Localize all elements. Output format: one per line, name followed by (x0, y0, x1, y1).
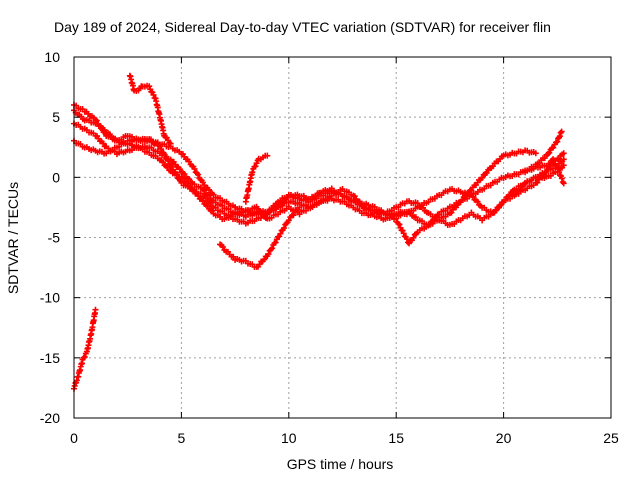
data-point (410, 234, 417, 241)
data-point (181, 170, 188, 177)
data-point (502, 197, 509, 204)
data-point (296, 204, 303, 211)
data-point (199, 197, 206, 204)
data-point (400, 230, 407, 237)
x-tick-label: 25 (603, 430, 619, 446)
data-point (556, 169, 563, 176)
data-point (281, 225, 288, 232)
data-point (560, 180, 567, 187)
chart-title: Day 189 of 2024, Sidereal Day-to-day VTE… (54, 19, 551, 35)
data-point (272, 239, 279, 246)
x-axis-label: GPS time / hours (287, 456, 394, 472)
data-point (541, 155, 548, 162)
y-tick-label: -5 (48, 230, 61, 246)
data-point (431, 216, 438, 223)
data-point (80, 354, 87, 361)
y-axis-label: SDTVAR / TECUs (5, 182, 21, 294)
series-track-8 (242, 152, 271, 205)
data-point (396, 221, 403, 228)
grid-lines (74, 57, 611, 418)
data-point (414, 200, 421, 207)
series-track-6 (71, 120, 567, 229)
y-tick-label: -15 (40, 350, 60, 366)
data-point (207, 200, 214, 207)
x-tick-label: 10 (281, 430, 297, 446)
data-point (195, 171, 202, 178)
y-tick-label: 5 (52, 109, 60, 125)
data-point (265, 251, 272, 258)
data-point (532, 150, 539, 157)
axis-ticks (73, 56, 612, 419)
data-point (555, 166, 562, 173)
y-tick-label: 0 (52, 169, 60, 185)
data-point (176, 166, 183, 173)
data-point (158, 146, 165, 153)
data-point (560, 156, 567, 163)
data-point (395, 220, 402, 227)
data-point (219, 243, 226, 250)
series-track-9 (511, 156, 567, 198)
data-point (556, 133, 563, 140)
data-point (560, 150, 567, 157)
data-point (146, 83, 153, 90)
data-point (261, 256, 268, 263)
data-point (479, 174, 486, 181)
data-point (184, 180, 191, 187)
data-point (191, 165, 198, 172)
data-point (100, 140, 107, 147)
data-point (474, 198, 481, 205)
data-point (264, 152, 271, 159)
x-tick-label: 0 (70, 430, 78, 446)
data-point (558, 128, 565, 135)
data-point (550, 144, 557, 151)
data-point (159, 159, 166, 166)
x-tick-labels: 0 5 10 15 20 25 (70, 430, 619, 446)
data-point (551, 157, 558, 164)
data-point (81, 353, 88, 360)
y-tick-label: -10 (40, 290, 60, 306)
data-point (544, 166, 551, 173)
x-tick-label: 15 (388, 430, 404, 446)
series-track-2 (126, 72, 174, 147)
data-point (557, 172, 564, 179)
data-point (150, 91, 157, 98)
series-track-10 (522, 128, 565, 174)
data-point (558, 175, 565, 182)
data-point (92, 306, 99, 313)
data-point (285, 217, 292, 224)
data-point (420, 204, 427, 211)
data-point (164, 164, 171, 171)
data-point (269, 245, 276, 252)
data-point (546, 149, 553, 156)
data-point (283, 220, 290, 227)
data-point (106, 131, 113, 138)
data-point (249, 169, 256, 176)
series-track-7 (217, 204, 303, 270)
y-tick-label: 10 (44, 49, 60, 65)
data-point (426, 221, 433, 228)
data-point (259, 210, 266, 217)
data-point (252, 163, 259, 170)
y-tick-labels: -20 -15 -10 -5 0 5 10 (40, 49, 60, 426)
data-point (204, 202, 211, 209)
data-point (403, 235, 410, 242)
x-tick-label: 20 (496, 430, 512, 446)
data-point (560, 162, 567, 169)
data-series-layer (71, 72, 567, 392)
data-point (179, 175, 186, 182)
data-point (483, 169, 490, 176)
data-point (554, 138, 561, 145)
data-point (230, 253, 237, 260)
data-point (277, 230, 284, 237)
x-tick-label: 5 (178, 430, 186, 446)
data-point (412, 214, 419, 221)
y-tick-label: -20 (40, 410, 60, 426)
